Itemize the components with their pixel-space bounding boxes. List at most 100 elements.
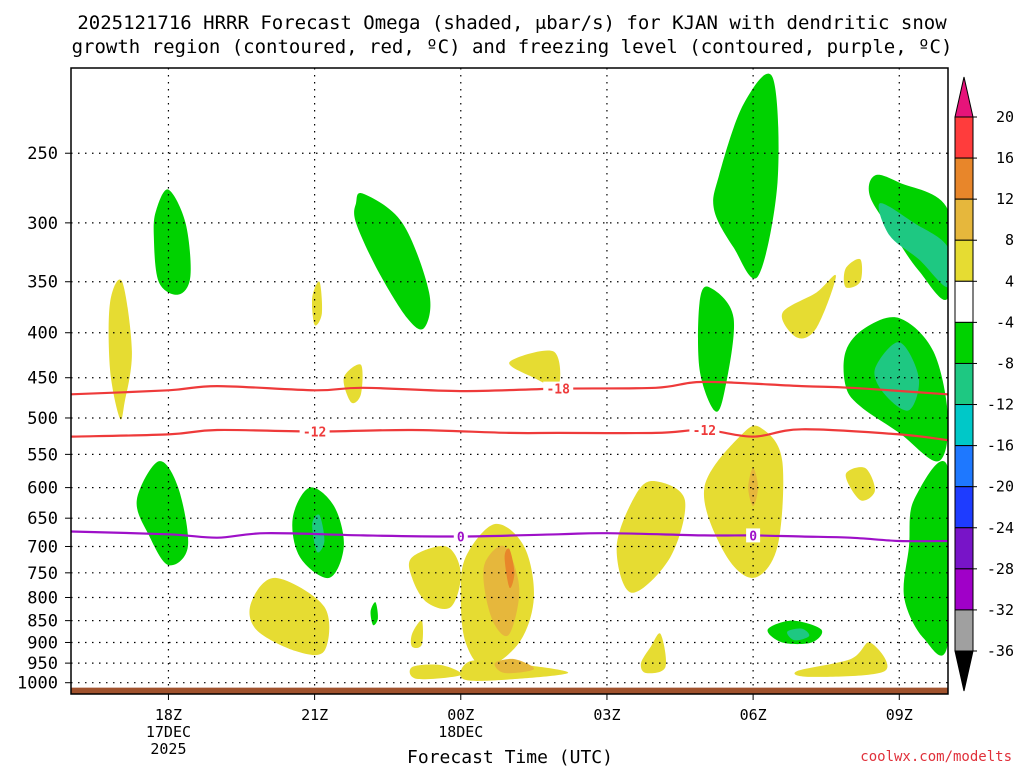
x-tick-sublabel-18Z: 17DEC — [146, 723, 191, 741]
contour-label-0: -18 — [546, 383, 570, 398]
contour-label-bg-3 — [453, 529, 468, 544]
chart-title-line-2: growth region (contoured, red, ºC) and f… — [72, 36, 953, 58]
colorbar-label-6: -8 — [996, 354, 1014, 372]
omega-region-0 — [153, 189, 191, 295]
omega-region-17 — [343, 364, 363, 404]
omega-region-14 — [370, 602, 378, 626]
y-tick-label-550: 550 — [27, 445, 58, 465]
y-tick-label-850: 850 — [27, 612, 58, 632]
colorbar-label-10: -24 — [987, 519, 1014, 537]
x-tick-label-00Z: 00Z — [447, 706, 474, 724]
omega-region-23 — [845, 467, 875, 501]
colorbar-label-1: 16 — [996, 149, 1014, 167]
colorbar-label-3: 8 — [1005, 231, 1014, 249]
omega-region-19 — [781, 274, 836, 339]
omega-region-13 — [787, 628, 810, 641]
omega-region-25 — [408, 545, 461, 609]
y-tick-label-800: 800 — [27, 588, 58, 608]
contour-label-bg-4 — [746, 528, 761, 543]
colorbar-label-7: -12 — [987, 396, 1014, 414]
colorbar-swatch-3 — [954, 239, 974, 282]
temperature-contours: -18 -12 -12 0 0 — [71, 380, 948, 546]
plot-frame — [70, 67, 949, 695]
colorbar-swatch-5 — [954, 321, 974, 364]
x-tick-label-21Z: 21Z — [301, 706, 328, 724]
y-tick-label-300: 300 — [27, 214, 58, 234]
colorbar-label-2: 12 — [996, 190, 1014, 208]
omega-region-11 — [903, 460, 948, 656]
y-tick-label-350: 350 — [27, 273, 58, 293]
omega-shading — [108, 73, 948, 681]
colorbar-swatch-6 — [954, 362, 974, 406]
contour-line-0 — [71, 380, 948, 396]
contour-label-2: -12 — [693, 424, 716, 439]
colorbar-bottom-arrow — [954, 650, 974, 692]
contour-line-1 — [71, 428, 948, 442]
y-tick-label-450: 450 — [27, 369, 58, 389]
omega-region-29 — [410, 620, 423, 648]
y-tick-label-950: 950 — [27, 654, 58, 674]
contour-label-1: -12 — [303, 425, 326, 440]
x-axis-label: Forecast Time (UTC) — [407, 747, 613, 768]
colorbar-swatch-4 — [954, 280, 974, 323]
contour-label-bg-0 — [543, 381, 574, 396]
colorbar-swatch-2 — [954, 198, 974, 241]
colorbar-swatch-8 — [954, 445, 974, 488]
colorbar-swatch-7 — [954, 404, 974, 447]
omega-region-15 — [108, 279, 132, 420]
omega-region-2 — [713, 73, 779, 279]
x-tick-label-09Z: 09Z — [886, 706, 913, 724]
y-tick-label-500: 500 — [27, 409, 58, 429]
y-tick-label-250: 250 — [27, 144, 58, 164]
x-tick-label-03Z: 03Z — [593, 706, 620, 724]
contour-label-bg-1 — [299, 424, 330, 439]
colorbar-swatch-1 — [954, 157, 974, 200]
omega-region-33 — [748, 468, 758, 507]
omega-region-31 — [794, 642, 888, 677]
colorbar-swatch-12 — [954, 609, 974, 652]
x-tick-label-18Z: 18Z — [155, 706, 182, 724]
x-tick-sublabel-00Z: 18DEC — [438, 723, 483, 741]
credit-text[interactable]: coolwx.com/modelts — [860, 749, 1012, 765]
y-tick-label-750: 750 — [27, 564, 58, 584]
colorbar-label-5: -4 — [996, 313, 1014, 331]
colorbar-label-9: -20 — [987, 478, 1014, 496]
y-tick-label-650: 650 — [27, 509, 58, 529]
colorbar-label-11: -28 — [987, 560, 1014, 578]
y-tick-label-700: 700 — [27, 537, 58, 557]
colorbar-swatch-0 — [954, 116, 974, 159]
y-tick-label-600: 600 — [27, 479, 58, 499]
omega-region-1 — [354, 193, 431, 330]
contour-label-4: 0 — [749, 529, 757, 544]
y-tick-label-1000: 1000 — [17, 674, 58, 694]
colorbar-label-12: -32 — [987, 601, 1014, 619]
contour-line-3 — [71, 530, 948, 543]
colorbar-label-4: 4 — [1005, 272, 1014, 290]
omega-region-20 — [843, 258, 863, 288]
ground-surface — [71, 687, 948, 694]
omega-region-4 — [878, 203, 948, 288]
colorbar-swatch-10 — [954, 527, 974, 570]
x-tick-year-18Z: 2025 — [150, 740, 186, 758]
y-axis: 2503003504004505005506006507007508008509… — [17, 144, 71, 694]
colorbar-label-0: 20 — [996, 108, 1014, 126]
y-tick-label-900: 900 — [27, 633, 58, 653]
omega-region-34 — [494, 658, 535, 674]
plot-area: -18 -12 -12 0 0 — [70, 67, 949, 695]
omega-region-22 — [703, 425, 784, 578]
colorbar: 20 16 12 8 4 -4 -8 -12 -16 -20 -24 -28 -32 -36 — [954, 76, 1014, 692]
colorbar-swatch-9 — [954, 486, 974, 529]
omega-region-7 — [874, 342, 920, 411]
omega-region-5 — [697, 286, 735, 412]
colorbar-swatch-11 — [954, 568, 974, 611]
y-tick-label-400: 400 — [27, 324, 58, 344]
omega-region-35 — [504, 548, 515, 589]
contour-label-bg-2 — [689, 422, 720, 437]
omega-region-21 — [616, 481, 686, 593]
chart-title-line-1: 2025121716 HRRR Forecast Omega (shaded, … — [77, 12, 947, 34]
colorbar-label-13: -36 — [987, 642, 1014, 660]
contour-label-3: 0 — [457, 531, 465, 546]
colorbar-label-8: -16 — [987, 437, 1014, 455]
